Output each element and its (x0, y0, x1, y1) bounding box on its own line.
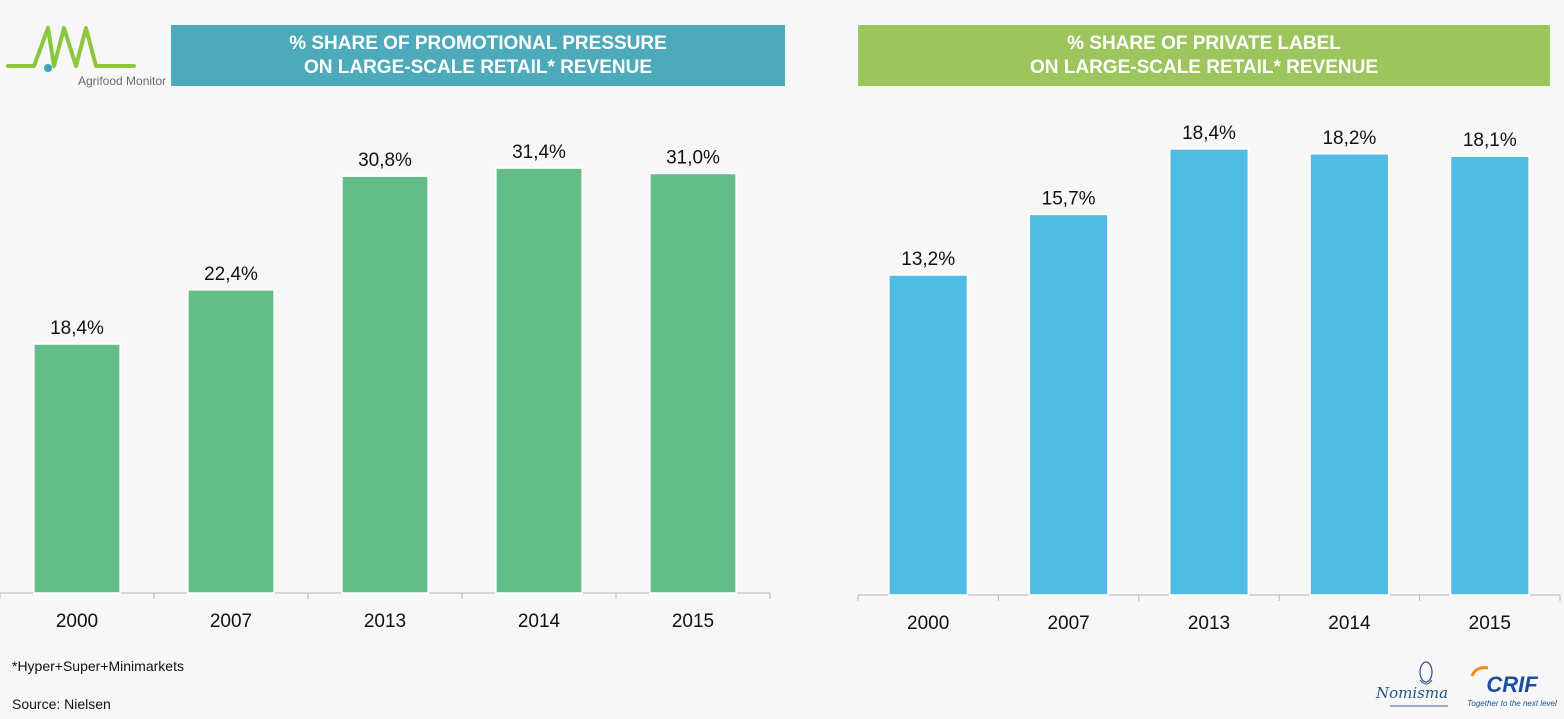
left-chart-title: % SHARE OF PROMOTIONAL PRESSURE ON LARGE… (171, 25, 785, 86)
left-bar (495, 167, 583, 594)
right-category-label: 2007 (1047, 613, 1089, 634)
right-data-label: 18,4% (1182, 123, 1236, 144)
left-bar (341, 175, 429, 594)
left-category-label: 2014 (518, 611, 561, 632)
left-data-label: 31,0% (666, 147, 720, 168)
right-data-label: 13,2% (901, 249, 955, 270)
right-category-label: 2015 (1469, 613, 1511, 634)
agrifood-monitor-logo: Agrifood Monitor (4, 22, 167, 94)
nomisma-logo: Nomisma (1368, 658, 1458, 714)
right-bar (1449, 155, 1530, 596)
svg-text:CRIF: CRIF (1486, 672, 1538, 697)
right-title-line2: ON LARGE-SCALE RETAIL* REVENUE (1029, 56, 1378, 78)
left-data-label: 18,4% (50, 318, 104, 339)
left-category-label: 2000 (56, 611, 98, 632)
left-data-label: 31,4% (512, 142, 566, 163)
right-data-label: 15,7% (1042, 188, 1096, 209)
right-bar (1028, 213, 1109, 596)
left-category-label: 2007 (210, 611, 252, 632)
source-note: Source: Nielsen (12, 696, 111, 712)
crif-logo: CRIF Together to the next level (1466, 664, 1558, 714)
right-bar (1168, 148, 1250, 596)
left-data-label: 22,4% (204, 264, 258, 285)
right-data-label: 18,1% (1463, 130, 1517, 151)
right-bar (1309, 153, 1390, 596)
right-category-label: 2000 (907, 613, 949, 634)
right-chart-title: % SHARE OF PRIVATE LABEL ON LARGE-SCALE … (858, 25, 1550, 86)
svg-text:Together to the next level: Together to the next level (1467, 699, 1557, 708)
right-category-label: 2013 (1188, 613, 1230, 634)
left-title-line1: % SHARE OF PROMOTIONAL PRESSURE (289, 32, 667, 54)
left-bar (187, 289, 275, 594)
right-bar (888, 274, 969, 596)
logo-text: Agrifood Monitor (78, 74, 167, 88)
svg-text:Nomisma: Nomisma (1375, 684, 1448, 702)
right-category-label: 2014 (1328, 613, 1371, 634)
left-category-label: 2013 (364, 611, 406, 632)
left-bar (649, 172, 737, 594)
left-category-label: 2015 (672, 611, 714, 632)
left-title-line2: ON LARGE-SCALE RETAIL* REVENUE (303, 56, 652, 78)
right-data-label: 18,2% (1322, 128, 1376, 149)
left-bar (33, 343, 121, 594)
left-data-label: 30,8% (358, 150, 412, 171)
footnote: *Hyper+Super+Minimarkets (12, 658, 184, 674)
right-title-line1: % SHARE OF PRIVATE LABEL (1067, 32, 1341, 54)
